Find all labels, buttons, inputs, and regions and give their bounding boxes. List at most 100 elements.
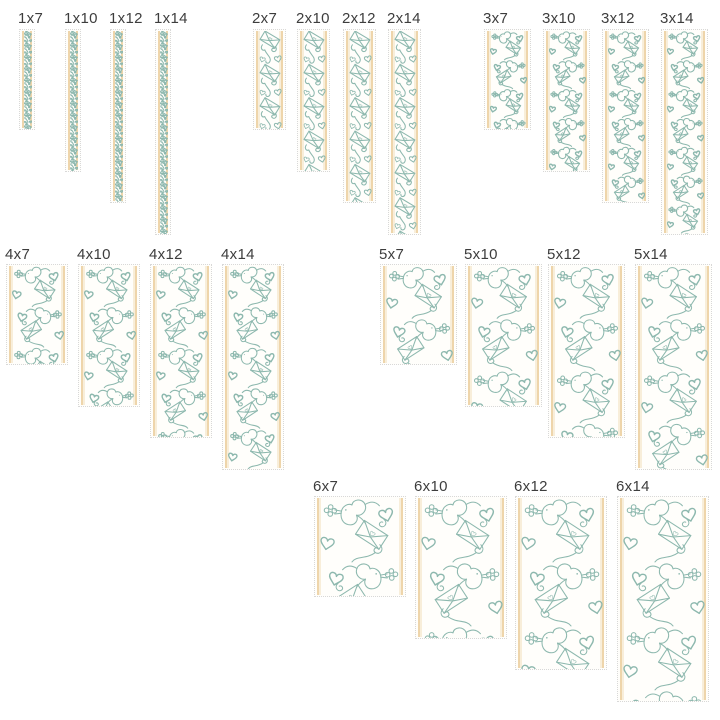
size-label: 3x12: [601, 10, 635, 27]
size-label: 6x7: [313, 478, 339, 495]
seam-guide-line: [518, 498, 520, 668]
stitch-pattern: [320, 498, 402, 597]
stitch-pattern: [554, 266, 621, 438]
seam-guide-line: [207, 266, 209, 436]
size-label: 3x10: [542, 10, 576, 27]
seam-guide-line: [468, 266, 470, 405]
seam-guide-line: [526, 31, 528, 128]
size-label: 4x10: [77, 246, 111, 263]
seam-guide-line: [701, 31, 703, 233]
seam-guide-line: [500, 498, 502, 637]
seam-guide-line: [30, 31, 32, 128]
size-label: 6x14: [616, 478, 650, 495]
seam-guide-line: [704, 498, 706, 700]
design-preview-2x10: [297, 29, 330, 172]
stitch-pattern: [521, 498, 603, 670]
seam-guide-line: [602, 498, 604, 668]
seam-guide-line: [323, 31, 325, 170]
seam-guide-line: [524, 31, 526, 128]
seam-guide-line: [319, 498, 321, 595]
seam-guide-line: [583, 31, 585, 170]
design-preview-6x7: [314, 496, 406, 597]
design-preview-4x10: [78, 264, 140, 407]
design-preview-5x12: [548, 264, 625, 438]
seam-guide-line: [399, 498, 401, 595]
seam-guide-line: [622, 498, 624, 700]
size-label: 1x7: [18, 10, 44, 27]
design-preview-6x12: [515, 496, 607, 670]
size-label: 5x14: [634, 246, 668, 263]
seam-guide-line: [638, 266, 640, 468]
design-preview-3x7: [484, 29, 531, 130]
seam-guide-line: [664, 31, 666, 233]
design-preview-5x7: [380, 264, 457, 365]
seam-guide-line: [707, 266, 709, 468]
seam-guide-line: [487, 31, 489, 128]
size-label: 6x10: [414, 478, 448, 495]
seam-guide-line: [620, 266, 622, 436]
seam-guide-line: [153, 266, 155, 436]
seam-guide-line: [401, 498, 403, 595]
seam-guide-line: [393, 31, 395, 233]
seam-guide-line: [81, 266, 83, 405]
seam-guide-line: [470, 266, 472, 405]
seam-guide-line: [205, 266, 207, 436]
seam-guide-line: [227, 266, 229, 468]
design-preview-4x12: [150, 264, 212, 438]
seam-guide-line: [158, 31, 160, 233]
size-label: 6x12: [514, 478, 548, 495]
seam-guide-line: [348, 31, 350, 201]
stitch-pattern: [549, 31, 586, 172]
seam-guide-line: [11, 266, 13, 363]
seam-guide-line: [600, 498, 602, 668]
size-label: 5x10: [464, 246, 498, 263]
seam-guide-line: [279, 266, 281, 468]
seam-guide-line: [135, 266, 137, 405]
seam-guide-line: [703, 31, 705, 233]
stitch-pattern: [667, 31, 704, 235]
stitch-pattern: [349, 31, 372, 203]
seam-guide-line: [225, 266, 227, 468]
design-preview-3x14: [661, 29, 708, 235]
size-label: 2x10: [296, 10, 330, 27]
seam-guide-line: [383, 266, 385, 363]
seam-guide-line: [418, 498, 420, 637]
design-preview-5x10: [465, 264, 542, 407]
stitch-pattern: [490, 31, 527, 130]
stitch-pattern: [70, 31, 78, 172]
seam-guide-line: [279, 31, 281, 128]
design-preview-1x14: [155, 29, 171, 235]
seam-guide-line: [155, 266, 157, 436]
seam-guide-line: [644, 31, 646, 201]
stitch-pattern: [228, 266, 280, 470]
size-label: 1x10: [64, 10, 98, 27]
seam-guide-line: [369, 31, 371, 201]
size-label: 1x12: [109, 10, 143, 27]
design-preview-1x7: [19, 29, 35, 130]
size-label: 2x12: [342, 10, 376, 27]
seam-guide-line: [68, 31, 70, 170]
design-preview-3x12: [602, 29, 649, 203]
stitch-pattern: [608, 31, 645, 203]
stitch-pattern: [12, 266, 64, 365]
size-label: 3x14: [660, 10, 694, 27]
seam-guide-line: [277, 266, 279, 468]
design-preview-6x10: [415, 496, 507, 639]
seam-guide-line: [553, 266, 555, 436]
design-preview-4x7: [6, 264, 68, 365]
stitch-pattern: [259, 31, 282, 130]
seam-guide-line: [371, 31, 373, 201]
seam-guide-line: [585, 31, 587, 170]
stitch-pattern: [641, 266, 708, 470]
seam-guide-line: [502, 498, 504, 637]
seam-guide-line: [346, 31, 348, 201]
seam-guide-line: [452, 266, 454, 363]
seam-guide-line: [113, 31, 115, 201]
seam-guide-line: [605, 31, 607, 201]
seam-guide-line: [83, 266, 85, 405]
stitch-pattern: [160, 31, 168, 235]
seam-guide-line: [76, 31, 78, 170]
seam-guide-line: [302, 31, 304, 170]
stitch-pattern: [623, 498, 705, 702]
